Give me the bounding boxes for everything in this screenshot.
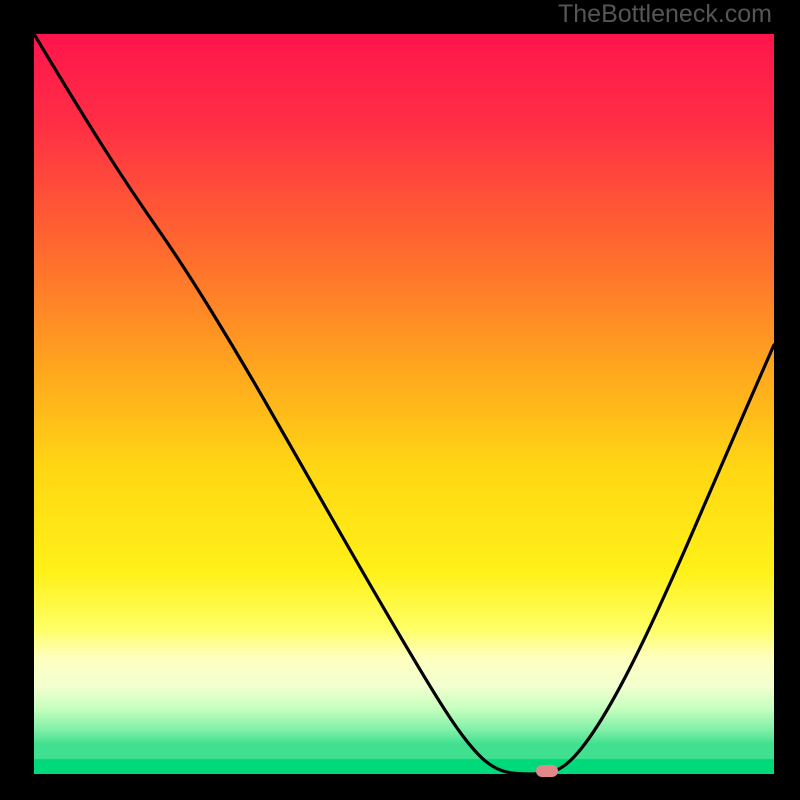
bottleneck-curve [34,34,774,774]
chart-canvas: TheBottleneck.com [0,0,800,800]
plot-area [34,34,774,774]
optimal-point-marker [536,765,558,777]
watermark-text: TheBottleneck.com [558,0,772,29]
